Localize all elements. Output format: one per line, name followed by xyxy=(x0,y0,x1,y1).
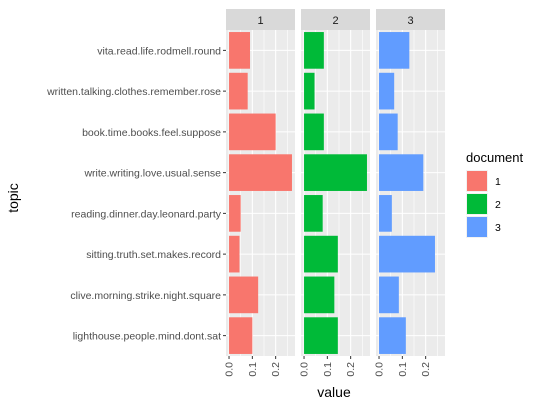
y-axis-title: topic xyxy=(5,183,21,213)
y-tick-labels: vita.read.life.rodmell.round written.talk… xyxy=(46,45,226,343)
legend-label: 3 xyxy=(495,222,501,234)
x-tick-label: 0.2 xyxy=(270,362,282,377)
bar xyxy=(379,72,395,110)
bar xyxy=(229,276,259,314)
facet-strip-1 xyxy=(226,9,295,30)
legend-title: document xyxy=(466,150,523,165)
bar xyxy=(379,195,392,232)
bar xyxy=(304,317,338,354)
facet-strip-label: 1 xyxy=(257,15,263,27)
x-axis-title: value xyxy=(317,384,351,400)
bar xyxy=(304,72,315,110)
y-tick-label: written.talking.clothes.remember.rose xyxy=(46,86,221,98)
facet-strip-label: 3 xyxy=(407,15,413,27)
x-tick-label: 0.0 xyxy=(224,362,236,377)
bar xyxy=(379,32,410,69)
bar xyxy=(229,235,240,273)
x-tick-label: 0.1 xyxy=(247,362,259,377)
y-tick-label: lighthouse.people.mind.dont.sat xyxy=(73,331,221,343)
facet-strip-3 xyxy=(376,9,445,30)
legend-label: 2 xyxy=(495,199,501,211)
facet-strip-2 xyxy=(301,9,370,30)
y-tick-label: vita.read.life.rodmell.round xyxy=(97,45,221,57)
bar xyxy=(304,32,324,69)
x-tick-label: 0.2 xyxy=(420,362,432,377)
x-tick-label: 0.2 xyxy=(345,362,357,377)
legend: document 1 2 3 xyxy=(466,150,523,238)
bar xyxy=(229,154,292,191)
x-tick-label: 0.0 xyxy=(299,362,311,377)
bar xyxy=(304,195,323,232)
bar xyxy=(379,113,398,151)
bar xyxy=(304,235,338,273)
y-tick-label: sitting.truth.set.makes.record xyxy=(86,249,221,261)
bar xyxy=(379,154,424,191)
legend-swatch xyxy=(467,194,487,214)
bar xyxy=(304,113,324,151)
bar xyxy=(229,72,248,110)
x-tick-label: 0.1 xyxy=(322,362,334,377)
bar xyxy=(379,276,399,314)
legend-swatch xyxy=(467,217,487,237)
bar xyxy=(229,32,251,69)
legend-label: 1 xyxy=(495,176,501,188)
bar xyxy=(379,317,406,354)
x-tick-label: 0.1 xyxy=(397,362,409,377)
facet-panels: 1 0.0 0.1 0.2 2 0.0 0.1 0.2 3 0.0 0.1 0.2 xyxy=(224,9,445,377)
legend-swatch xyxy=(467,171,487,191)
bar xyxy=(229,195,241,232)
y-tick-label: write.writing.love.usual.sense xyxy=(83,168,221,180)
bar xyxy=(304,154,367,191)
facet-strip-label: 2 xyxy=(332,15,338,27)
bar xyxy=(379,235,435,273)
y-tick-label: reading.dinner.day.leonard.party xyxy=(71,208,222,220)
x-tick-label: 0.0 xyxy=(374,362,386,377)
y-tick-label: clive.morning.strike.night.square xyxy=(70,290,221,302)
bar xyxy=(229,317,253,354)
y-tick-label: book.time.books.feel.suppose xyxy=(82,127,221,139)
bar xyxy=(229,113,276,151)
bar xyxy=(304,276,335,314)
